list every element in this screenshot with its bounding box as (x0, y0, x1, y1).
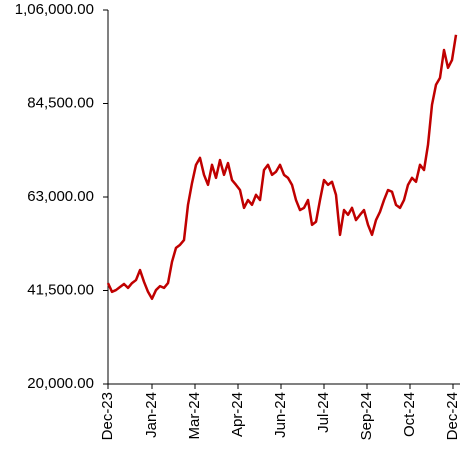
x-tick-label: Jun-24 (272, 392, 289, 438)
x-tick-label: Jul-24 (315, 392, 332, 433)
y-tick-label: 41,500.00 (27, 281, 94, 298)
y-tick-label: 1,06,000.00 (15, 1, 94, 18)
x-tick-label: Sep-24 (358, 392, 375, 440)
x-tick-label: Jan-24 (143, 392, 160, 438)
y-tick-label: 84,500.00 (27, 94, 94, 111)
y-tick-label: 63,000.00 (27, 188, 94, 205)
x-tick-label: Mar-24 (186, 392, 203, 440)
line-series (106, 34, 458, 301)
x-tick-label: Apr-24 (229, 392, 246, 437)
x-tick-label: Dec-24 (444, 392, 461, 440)
y-tick-label: 20,000.00 (27, 375, 94, 392)
x-tick-label: Oct-24 (401, 392, 418, 437)
x-tick-label: Dec-23 (99, 392, 116, 440)
